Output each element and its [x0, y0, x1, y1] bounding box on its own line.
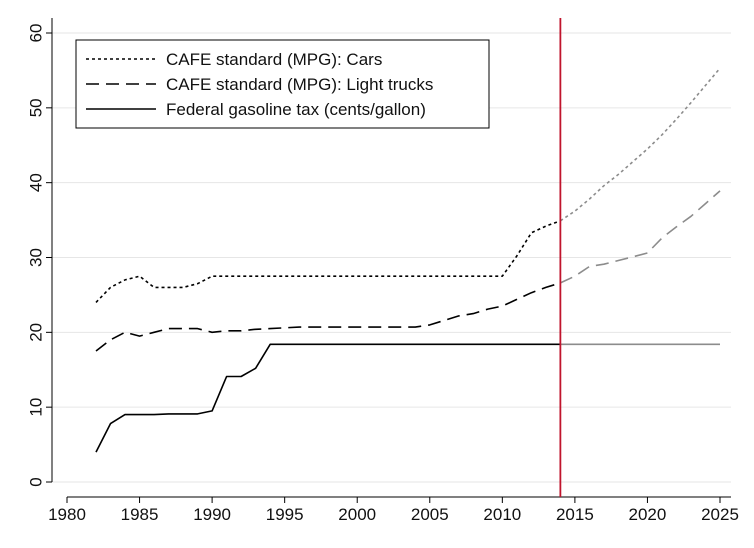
y-tick-label-30: 30 — [26, 248, 45, 267]
axes: 0 10 20 30 40 50 60 1980 1985 1990 1995 2000 2005 201… — [26, 18, 739, 524]
y-tick-label-0: 0 — [26, 477, 45, 486]
y-tick-label-40: 40 — [26, 173, 45, 192]
legend: CAFE standard (MPG): Cars CAFE standard … — [75, 39, 490, 129]
legend-label-gas-tax: Federal gasoline tax (cents/gallon) — [166, 100, 426, 119]
x-tick-label-2010: 2010 — [483, 505, 521, 524]
x-tick-label-2025: 2025 — [701, 505, 739, 524]
series-lines — [95, 67, 721, 453]
series-line-cafe-standard-mpg-cars-historical — [95, 220, 561, 303]
x-tick-label-2020: 2020 — [629, 505, 667, 524]
series-line-cafe-standard-mpg-light-trucks-projected — [560, 190, 721, 284]
legend-box — [75, 39, 490, 129]
x-tick-label-1985: 1985 — [121, 505, 159, 524]
series-line-cafe-standard-mpg-cars-projected — [559, 67, 721, 222]
x-tick-label-1995: 1995 — [266, 505, 304, 524]
x-tick-label-2000: 2000 — [338, 505, 376, 524]
series-line-cafe-standard-mpg-light-trucks-historical — [95, 282, 561, 352]
y-tick-label-50: 50 — [26, 98, 45, 117]
x-tick-label-1990: 1990 — [193, 505, 231, 524]
legend-label-light-trucks: CAFE standard (MPG): Light trucks — [166, 75, 433, 94]
legend-label-cars: CAFE standard (MPG): Cars — [166, 50, 382, 69]
x-tick-label-1980: 1980 — [48, 505, 86, 524]
y-tick-label-60: 60 — [26, 24, 45, 43]
x-tick-label-2015: 2015 — [556, 505, 594, 524]
x-tick-label-2005: 2005 — [411, 505, 449, 524]
y-tick-label-20: 20 — [26, 323, 45, 342]
y-tick-label-10: 10 — [26, 398, 45, 417]
series-line-federal-gasoline-tax-cents-gallon-historical — [95, 343, 561, 453]
